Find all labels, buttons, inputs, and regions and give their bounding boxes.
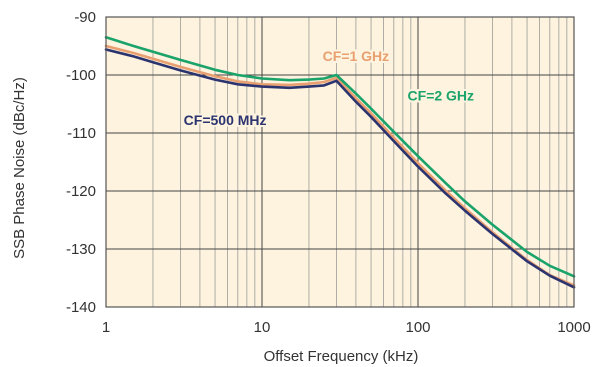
y-tick-label: -130 [66, 241, 96, 258]
series-annotation: CF=500 MHz [184, 112, 267, 128]
plot-frame [105, 16, 575, 308]
x-tick-label: 1 [102, 319, 110, 336]
series-annotation: CF=1 GHz [323, 48, 390, 64]
y-tick-label: -90 [74, 9, 96, 26]
y-tick-label: -120 [66, 183, 96, 200]
x-tick-label: 10 [254, 319, 271, 336]
y-tick-label: -110 [67, 125, 96, 142]
series-annotations: CF=1 GHz CF=2 GHz CF=500 MHz [182, 46, 476, 130]
series-line-2 [104, 36, 576, 278]
plot-area-background [106, 17, 574, 307]
y-tick-labels: -140 -130 -120 -110 -100 -90 [66, 9, 96, 316]
series-line-1 [104, 48, 576, 289]
x-axis-label: Offset Frequency (kHz) [264, 348, 419, 365]
y-tick-label: -100 [66, 67, 96, 84]
x-tick-labels: 1 10 100 1000 [102, 319, 591, 336]
series-layer [104, 36, 576, 289]
series-line-0 [104, 44, 576, 287]
series-annotation: CF=2 GHz [408, 88, 475, 104]
y-axis-label: SSB Phase Noise (dBc/Hz) [11, 77, 28, 259]
y-tick-label: -140 [66, 299, 96, 316]
x-tick-label: 100 [405, 319, 430, 336]
x-tick-label: 1000 [557, 319, 590, 336]
